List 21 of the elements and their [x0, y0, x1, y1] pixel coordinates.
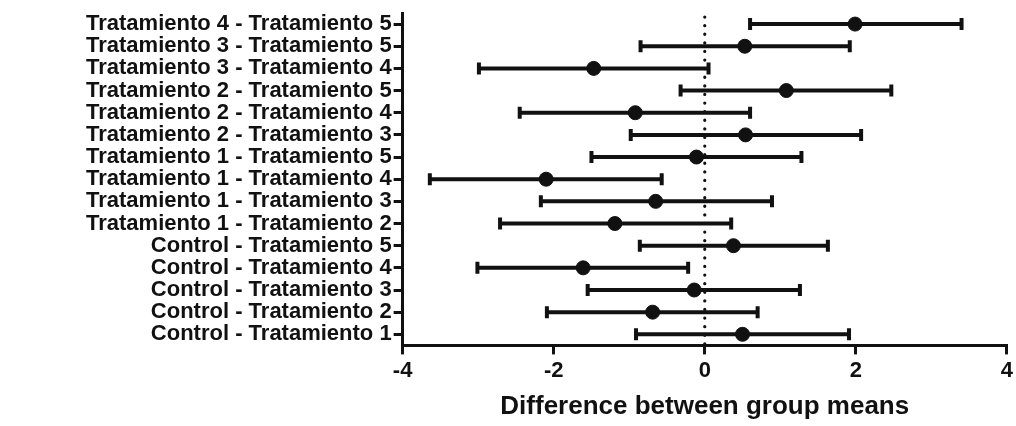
point: [847, 16, 863, 32]
point: [738, 127, 754, 143]
x-tick-label: 4: [1000, 356, 1014, 382]
x-tick-label: -2: [543, 356, 564, 382]
point: [688, 149, 704, 165]
point: [645, 304, 661, 320]
point: [735, 326, 751, 342]
point: [575, 260, 591, 276]
point: [778, 83, 794, 99]
point: [538, 171, 554, 187]
point: [737, 38, 753, 54]
point: [586, 60, 602, 76]
point: [725, 238, 741, 254]
point: [627, 105, 643, 121]
x-tick-label: -4: [392, 356, 414, 382]
point: [607, 216, 623, 232]
x-axis-title: Difference between group means: [500, 389, 910, 420]
x-tick-label: 0: [698, 356, 711, 382]
point: [686, 282, 702, 298]
x-tick-label: 2: [849, 356, 862, 382]
point: [648, 193, 664, 209]
